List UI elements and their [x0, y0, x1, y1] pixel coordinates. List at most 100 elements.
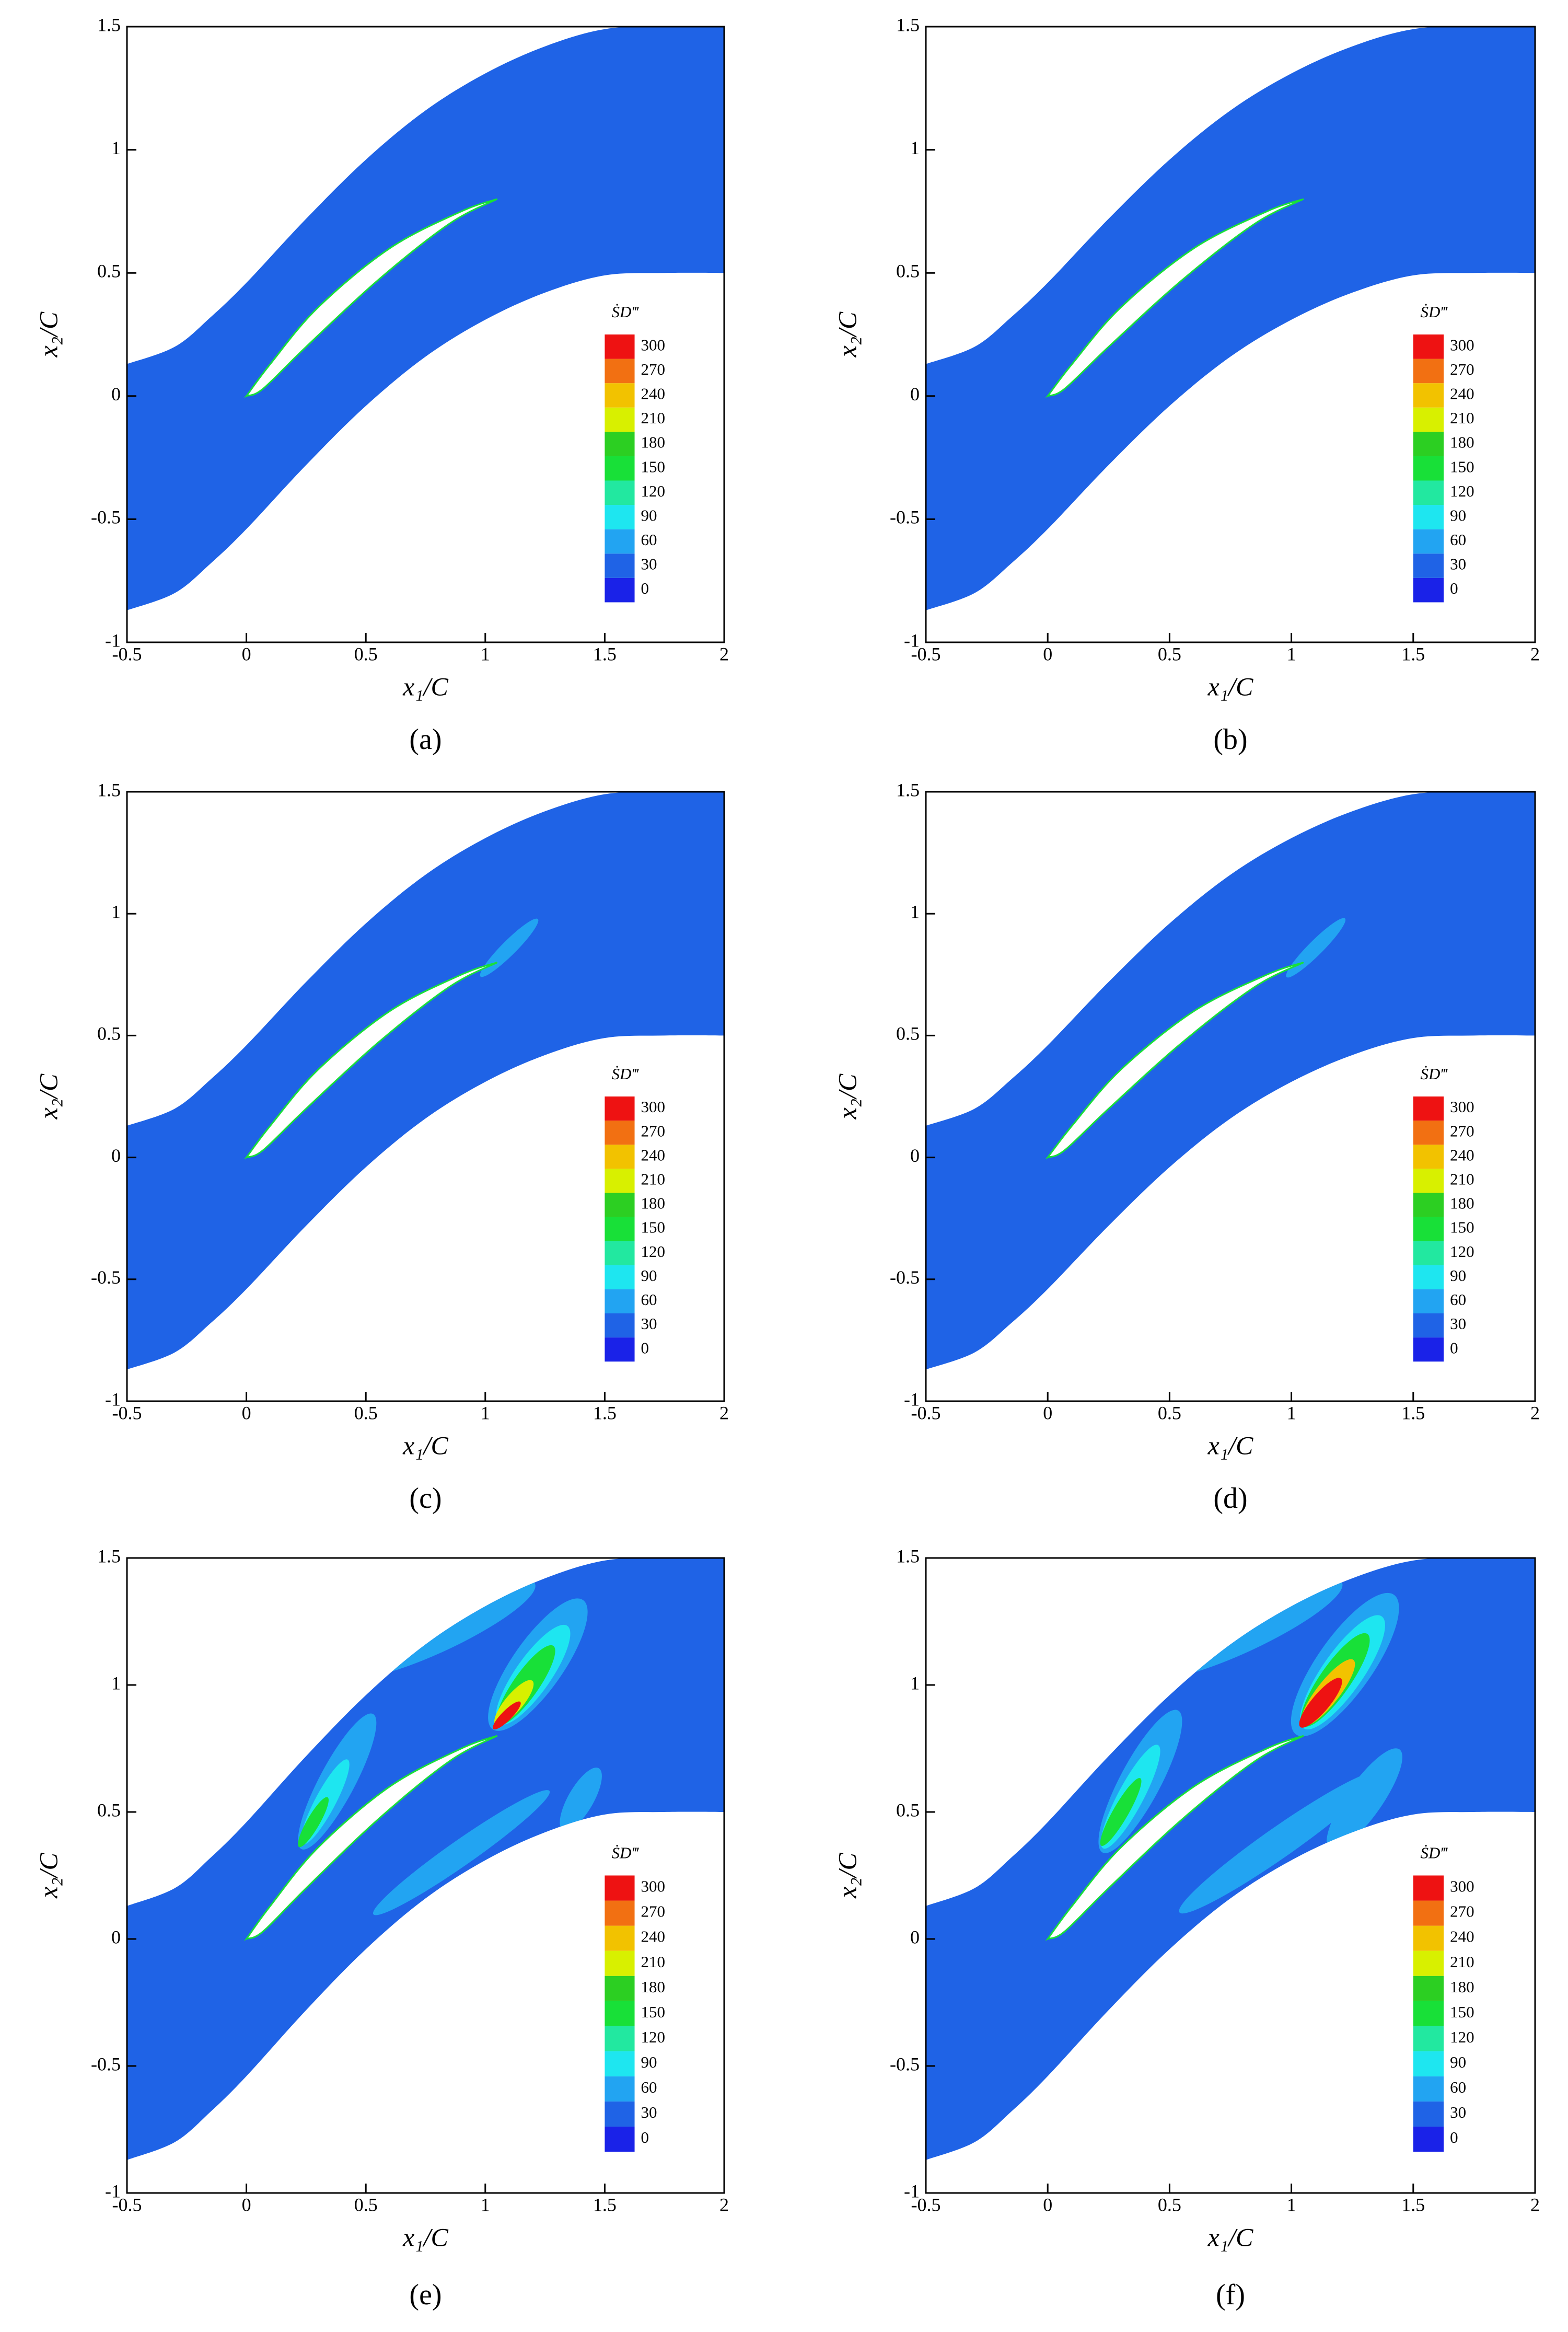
colorbar-label: 180 — [641, 1194, 666, 1213]
colorbar-band — [1413, 505, 1444, 529]
x-tick-label: 0 — [1043, 2194, 1052, 2215]
colorbar-label: 0 — [1450, 1338, 1458, 1357]
colorbar-label: 270 — [641, 1902, 666, 1921]
y-axis-label: x₂/C — [33, 311, 63, 357]
panel-label: (a) — [409, 723, 442, 756]
colorbar-band — [605, 1950, 635, 1976]
colorbar-label: 0 — [641, 579, 649, 597]
x-axis-label: x₁/C — [402, 2222, 448, 2252]
colorbar-band — [1413, 1925, 1444, 1951]
colorbar-band — [1413, 1121, 1444, 1145]
y-tick-label: 1.5 — [97, 779, 121, 800]
colorbar-band — [605, 505, 635, 529]
contour-region — [480, 918, 539, 977]
y-tick-label: -1 — [904, 630, 920, 651]
x-tick-label: 0 — [242, 643, 251, 664]
colorbar-title: ṠD‴ — [1420, 303, 1448, 321]
colorbar-band — [605, 1976, 635, 2001]
y-tick-label: -0.5 — [890, 2053, 920, 2074]
colorbar-label: 90 — [641, 1266, 657, 1285]
colorbar-band — [605, 432, 635, 456]
colorbar-label: 300 — [1450, 336, 1474, 354]
panel-label: (d) — [1213, 1482, 1247, 1515]
contours — [480, 918, 539, 977]
y-axis-label: x₂/C — [832, 1852, 862, 1898]
x-tick-label: 0.5 — [354, 2194, 378, 2215]
colorbar-label: 150 — [1450, 1218, 1474, 1237]
colorbar-band — [605, 383, 635, 408]
colorbar-label: 90 — [1450, 506, 1466, 524]
colorbar-band — [605, 334, 635, 359]
colorbar-label: 60 — [1450, 530, 1466, 549]
flow-domain — [127, 1557, 724, 2160]
colorbar-band — [1413, 432, 1444, 456]
colorbar-label: 0 — [1450, 579, 1458, 597]
x-tick-label: 0.5 — [354, 643, 378, 664]
colorbar-band — [1413, 1096, 1444, 1121]
y-tick-label: 1.5 — [896, 1545, 920, 1566]
colorbar-band — [605, 2101, 635, 2127]
plot-frame — [126, 26, 725, 643]
x-tick-label: 1 — [481, 1402, 490, 1423]
x-tick-label: -0.5 — [911, 1402, 941, 1423]
colorbar-label: 0 — [641, 1338, 649, 1357]
panel: -0.5 0 0.5 1 1.5 2-1-0.500.511.5x₁/Cx₂/C(f)ṠD… — [832, 1545, 1540, 2311]
x-axis-label: x₁/C — [1207, 2222, 1253, 2252]
x-tick-label: 0.5 — [1158, 643, 1181, 664]
x-tick-label: 0.5 — [1158, 2194, 1181, 2215]
colorbar-label: 60 — [1450, 2078, 1466, 2096]
colorbar-band — [1413, 1145, 1444, 1169]
colorbar-band — [1413, 359, 1444, 384]
colorbar-label: 240 — [641, 1146, 666, 1164]
colorbar-band — [605, 480, 635, 505]
panel: -0.5 0 0.5 1 1.5 2-1-0.500.511.5x₁/Cx₂/C(a)ṠD… — [33, 14, 729, 756]
colorbar-label: 240 — [1450, 1927, 1474, 1946]
x-tick-label: 1 — [1287, 2194, 1296, 2215]
colorbar-label: 120 — [641, 1242, 666, 1261]
colorbar-band — [605, 1289, 635, 1313]
colorbar-band — [1413, 1950, 1444, 1976]
x-tick-label: 0 — [1043, 1402, 1052, 1423]
colorbar-band — [1413, 1193, 1444, 1217]
colorbar-title: ṠD‴ — [1420, 1065, 1448, 1083]
colorbar-band — [1413, 2026, 1444, 2051]
y-tick-label: -1 — [904, 1389, 920, 1410]
colorbar-label: 240 — [641, 385, 666, 403]
x-tick-label: -0.5 — [911, 643, 941, 664]
colorbar-label: 270 — [641, 1122, 666, 1140]
colorbar-label: 210 — [641, 1953, 666, 1971]
y-tick-label: 1.5 — [896, 14, 920, 35]
x-tick-label: 0.5 — [1158, 1402, 1181, 1423]
colorbar-label: 210 — [1450, 409, 1474, 427]
x-tick-label: 1 — [481, 643, 490, 664]
panel: -0.5 0 0.5 1 1.5 2-1-0.500.511.5x₁/Cx₂/C(b)ṠD… — [832, 14, 1540, 756]
x-axis-label: x₁/C — [1207, 672, 1253, 701]
colorbar-band — [1413, 1241, 1444, 1265]
x-tick-label: -0.5 — [112, 643, 142, 664]
colorbar-label: 270 — [1450, 1902, 1474, 1921]
colorbar-label: 60 — [641, 2078, 657, 2096]
panel: -0.5 0 0.5 1 1.5 2-1-0.500.511.5x₁/Cx₂/C(c)ṠD… — [33, 779, 729, 1515]
x-tick-label: 0.5 — [354, 1402, 378, 1423]
y-tick-label: 1 — [111, 1672, 121, 1693]
colorbar-band — [605, 2126, 635, 2152]
y-tick-label: 1.5 — [896, 779, 920, 800]
colorbar-label: 210 — [641, 1170, 666, 1188]
colorbar-band — [1413, 456, 1444, 481]
colorbar-band — [605, 2026, 635, 2051]
x-tick-label: 2 — [1530, 643, 1540, 664]
colorbar-label: 300 — [641, 336, 666, 354]
colorbar-band — [1413, 480, 1444, 505]
colorbar-band — [605, 1169, 635, 1193]
x-tick-label: 2 — [1530, 1402, 1540, 1423]
colorbar-label: 300 — [1450, 1877, 1474, 1896]
colorbar-label: 180 — [1450, 433, 1474, 452]
y-axis-label: x₂/C — [33, 1073, 63, 1119]
colorbar-label: 90 — [641, 506, 657, 524]
colorbar-label: 150 — [641, 2003, 666, 2021]
y-tick-label: 0.5 — [896, 1799, 920, 1820]
y-tick-label: 1.5 — [97, 1545, 121, 1566]
y-tick-label: 0 — [111, 1145, 121, 1166]
colorbar-label: 150 — [1450, 457, 1474, 476]
x-tick-label: 0 — [242, 1402, 251, 1423]
